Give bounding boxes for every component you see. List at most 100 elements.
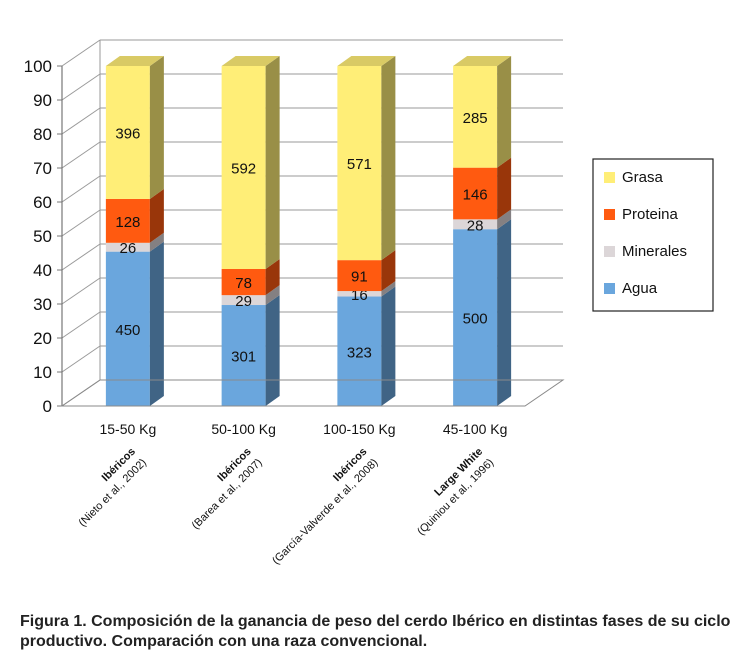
stacked-bar-chart: 0 10 20 30 40 50 60 70 80 90 100 450 26 128 396 301 297… — [24, 39, 714, 567]
bar-side — [265, 285, 280, 306]
data-label: 29 — [235, 293, 252, 310]
bar-segment-minerales — [453, 209, 512, 230]
y-tick-label: 40 — [33, 261, 52, 280]
gridline-side — [61, 175, 101, 203]
data-label: 396 — [115, 125, 140, 142]
bar-front — [337, 291, 382, 297]
floor — [60, 379, 565, 407]
bar-side — [265, 258, 280, 296]
bar-side — [381, 250, 396, 292]
x-tick-label: 15-50 Kg — [99, 421, 156, 437]
x-tick-label: 100-150 Kg — [323, 421, 395, 437]
legend-label: Grasa — [622, 169, 664, 186]
data-label: 285 — [463, 110, 488, 127]
legend-swatch — [604, 246, 615, 257]
data-label: 78 — [235, 275, 252, 292]
y-tick-label: 50 — [33, 227, 52, 246]
y-tick-label: 0 — [43, 397, 52, 416]
bar-side — [381, 56, 396, 261]
legend-label: Proteina — [622, 206, 679, 223]
bar-side — [497, 209, 512, 230]
x-tick-label: 45-100 Kg — [443, 421, 508, 437]
bar-side — [149, 241, 164, 406]
bar-side — [265, 295, 280, 406]
data-label: 450 — [115, 322, 140, 339]
bar-segment-grasa — [221, 56, 280, 269]
legend: Grasa Proteina Minerales Agua — [592, 158, 714, 312]
gridline-side — [61, 345, 101, 373]
data-label: 128 — [115, 214, 140, 231]
bar-segment-grasa — [337, 56, 396, 261]
bar-side — [149, 56, 164, 199]
bar-front — [105, 66, 150, 199]
data-label: 301 — [231, 349, 256, 366]
gridline-side — [61, 39, 101, 67]
gridline-side — [61, 209, 101, 237]
y-tick-label: 70 — [33, 159, 52, 178]
data-label: 28 — [467, 217, 484, 234]
bar-front — [105, 242, 150, 252]
bar-front — [453, 66, 498, 168]
group-label-source: (García-Valverde et al., 2008) — [270, 457, 380, 567]
x-tick-label: 50-100 Kg — [211, 421, 276, 437]
gridline-side — [61, 311, 101, 339]
bar-segment-grasa — [105, 56, 164, 199]
data-label: 26 — [120, 240, 137, 257]
bar-front — [221, 66, 266, 269]
bar-top — [105, 56, 164, 66]
data-label: 323 — [347, 344, 372, 361]
bar-front — [221, 305, 266, 406]
y-tick-label: 10 — [33, 363, 52, 382]
legend-swatch — [604, 283, 615, 294]
bar-front — [453, 167, 498, 220]
bar-segment-agua — [337, 286, 396, 406]
bar-front — [221, 295, 266, 306]
legend-label: Minerales — [622, 243, 687, 260]
bar-side — [381, 281, 396, 297]
gridline-side — [61, 107, 101, 135]
bar-front — [221, 268, 266, 296]
bar-front — [337, 260, 382, 292]
gridline-side — [61, 277, 101, 305]
bar-top — [337, 56, 396, 66]
y-tick-label: 20 — [33, 329, 52, 348]
bar-front — [337, 296, 382, 406]
gridline-side — [61, 141, 101, 169]
bar-front — [337, 66, 382, 261]
y-tick-label: 60 — [33, 193, 52, 212]
bar-top — [221, 56, 280, 66]
bar-segment-minerales — [105, 232, 164, 252]
legend-label: Agua — [622, 280, 658, 297]
bar-side — [149, 188, 164, 243]
bar-segment-minerales — [221, 285, 280, 306]
legend-swatch — [604, 209, 615, 220]
gridline-side — [61, 73, 101, 101]
bar-top — [453, 56, 512, 66]
y-tick-label: 90 — [33, 91, 52, 110]
bar-segment-agua — [221, 295, 280, 406]
bar-side — [497, 157, 512, 220]
bar-segment-proteina — [337, 250, 396, 292]
bar-side — [149, 232, 164, 252]
bar-segment-proteina — [105, 188, 164, 243]
figure-caption: Figura 1. Composición de la ganancia de … — [20, 613, 731, 650]
data-label: 146 — [463, 187, 488, 204]
data-label: 500 — [463, 311, 488, 328]
data-label: 571 — [347, 156, 372, 173]
y-axis: 0 10 20 30 40 50 60 70 80 90 100 — [24, 57, 63, 416]
bar-front — [453, 219, 498, 230]
bar-side — [497, 219, 512, 406]
bar-segment-minerales — [337, 281, 396, 297]
bar-segment-grasa — [453, 56, 512, 168]
y-tick-label: 80 — [33, 125, 52, 144]
y-tick-label: 100 — [24, 57, 52, 76]
data-label: 592 — [231, 160, 256, 177]
legend-swatch — [604, 172, 615, 183]
y-tick-label: 30 — [33, 295, 52, 314]
bar-front — [105, 198, 150, 243]
bar-front — [453, 229, 498, 406]
bar-segment-proteina — [221, 258, 280, 296]
bar-side — [265, 56, 280, 269]
bar-segment-proteina — [453, 157, 512, 220]
